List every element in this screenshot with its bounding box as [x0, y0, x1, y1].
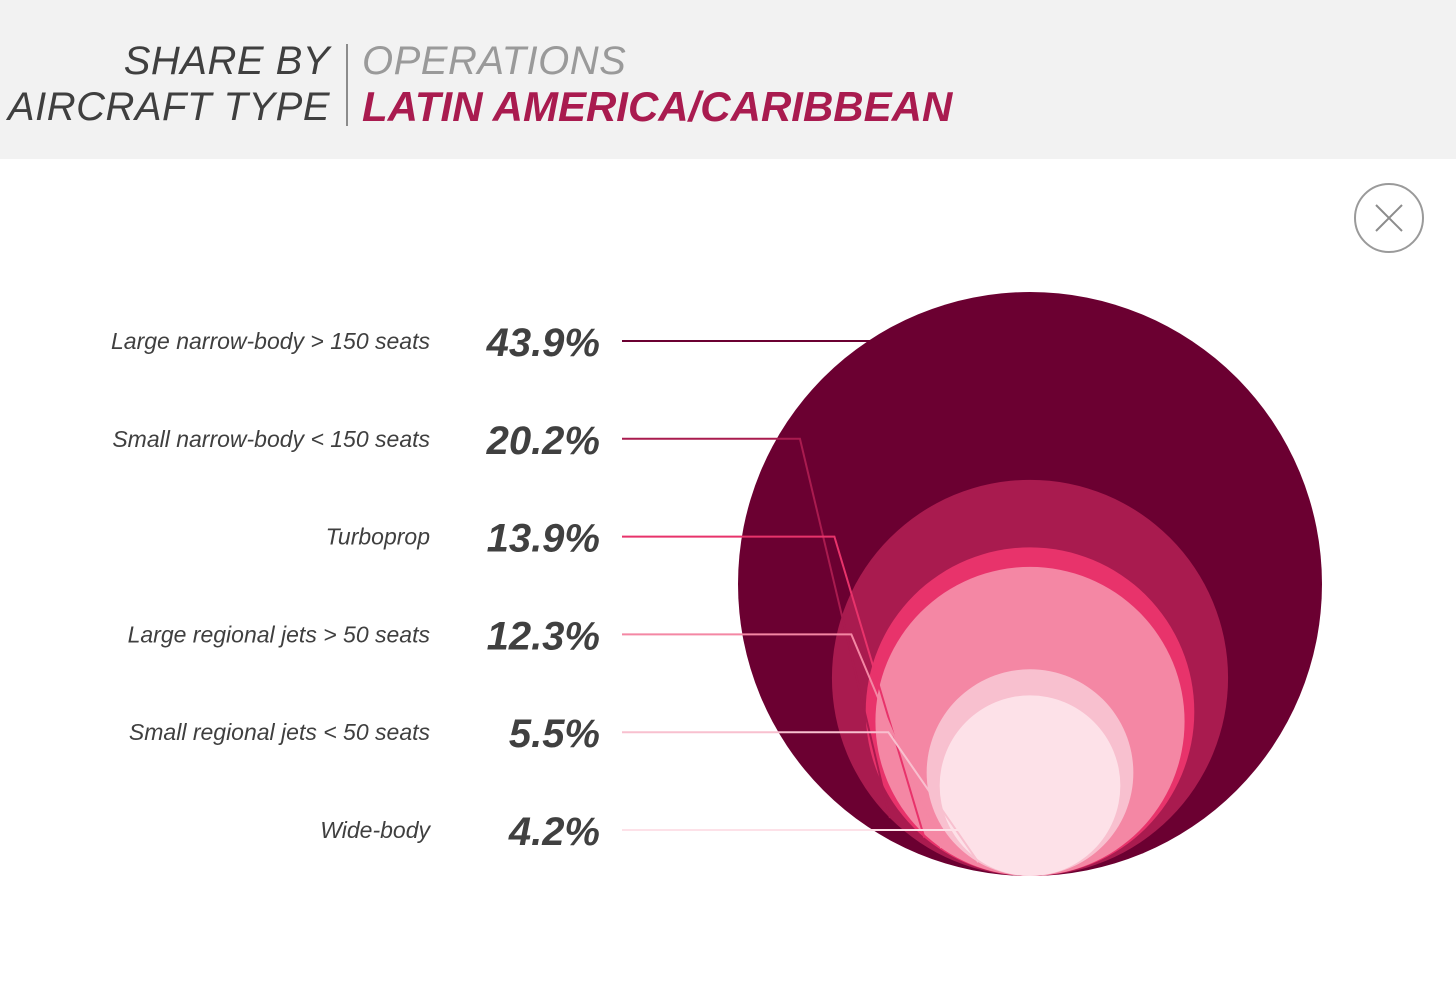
close-icon — [1375, 204, 1403, 232]
category-label: Small regional jets < 50 seats — [129, 719, 431, 745]
leader-line-small-regional-jets-50-seats — [622, 731, 980, 863]
category-label: Large narrow-body > 150 seats — [111, 328, 431, 354]
category-label: Large regional jets > 50 seats — [128, 621, 431, 647]
category-label: Small narrow-body < 150 seats — [112, 426, 430, 452]
value-label: 5.5% — [509, 712, 600, 756]
leader-line-small-narrow-body-150-seats — [622, 437, 891, 819]
header-left-line2: AIRCRAFT TYPE — [7, 85, 330, 129]
bubbles-group — [738, 292, 1322, 876]
value-label: 4.2% — [508, 810, 600, 854]
header-left-line1: SHARE BY — [123, 39, 330, 83]
header-left-title: SHARE BY AIRCRAFT TYPE — [8, 38, 330, 130]
category-label: Turboprop — [326, 524, 431, 550]
header-right-title: OPERATIONS LATIN AMERICA/CARIBBEAN — [362, 38, 952, 130]
value-label: 20.2% — [486, 419, 600, 463]
value-label: 13.9% — [487, 517, 600, 561]
leader-lines-group — [622, 340, 1030, 863]
header-divider — [346, 44, 348, 126]
leader-line-large-regional-jets-50-seats — [622, 633, 943, 849]
labels-group: Large narrow-body > 150 seats 43.9% Small … — [111, 321, 600, 854]
header-bar: SHARE BY AIRCRAFT TYPE OPERATIONS LATIN … — [0, 0, 1456, 159]
chart-title: LATIN AMERICA/CARIBBEAN — [362, 83, 953, 130]
value-label: 12.3% — [487, 614, 600, 658]
bubble-wide-body — [939, 695, 1121, 876]
header-subtitle: OPERATIONS — [362, 39, 627, 83]
close-button[interactable] — [1354, 183, 1424, 253]
value-label: 43.9% — [486, 321, 600, 365]
category-label: Wide-body — [320, 817, 431, 843]
